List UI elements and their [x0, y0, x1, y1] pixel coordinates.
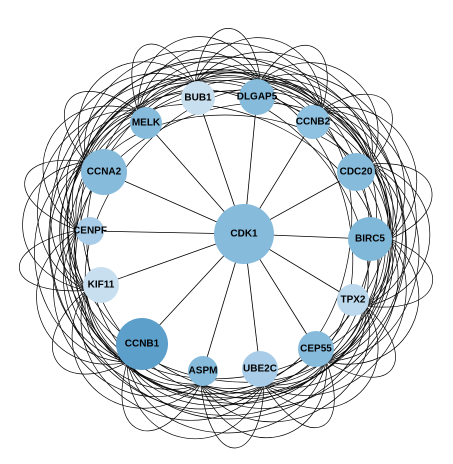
node-aspm[interactable] [188, 356, 218, 386]
edge-ccnb1-melk [48, 110, 138, 363]
edge-cdc20-birc5 [371, 163, 433, 240]
edge-birc5-cep55 [326, 238, 419, 365]
edge-aspm-ccnb1 [121, 362, 202, 432]
edge-aspm-kif11 [71, 290, 201, 409]
edge-kif11-ccna2 [22, 161, 86, 291]
edge-tpx2-ccna2 [85, 104, 380, 307]
edge-cep55-aspm [200, 361, 327, 438]
hub-label-cdk1: CDK1 [230, 229, 258, 240]
edge-ccnb1-kif11 [52, 290, 128, 375]
edge-tpx2-ccnb1 [126, 306, 367, 420]
node-label-ube2c: UBE2C [243, 364, 277, 375]
edge-ube2c-aspm [200, 384, 265, 449]
edge-ccnb2-birc5 [322, 107, 417, 240]
node-birc5[interactable] [348, 217, 392, 261]
node-bub1[interactable] [181, 81, 215, 115]
edge-cenpf-melk [42, 105, 139, 231]
edge-dlgap5-tpx2 [260, 79, 404, 307]
edge-kif11-cenpf [18, 229, 86, 292]
node-label-kif11: KIF11 [88, 280, 115, 291]
edge-cep55-kif11 [84, 290, 327, 416]
edge-ube2c-ccnb1 [126, 362, 265, 439]
node-label-ccna2: CCNA2 [87, 167, 122, 178]
edge-ube2c-cenpf [63, 230, 265, 410]
edge-dlgap5-ccnb2 [260, 45, 328, 110]
node-cep55[interactable] [298, 331, 334, 367]
edge-cep55-ube2c [263, 361, 335, 428]
node-label-bub1: BUB1 [184, 93, 212, 104]
edge-ccnb1-cenpf [36, 229, 128, 365]
edge-cenpf-ccna2 [24, 160, 86, 231]
edge-kif11-melk [37, 110, 138, 291]
edge-cdc20-melk [137, 57, 372, 165]
node-ube2c[interactable] [242, 351, 278, 387]
edge-birc5-ccnb1 [127, 238, 393, 406]
edge-birc5-tpx2 [365, 238, 433, 308]
node-kif11[interactable] [83, 267, 119, 303]
node-ccnb1[interactable] [116, 318, 168, 370]
edge-dlgap5-cep55 [260, 80, 391, 362]
edge-tpx2-melk [137, 81, 386, 307]
nodes-layer: CDK1 BUB1 DLGAP5 CCNB2 CDC20 BIRC5 TPX2 CEP55 U… [73, 79, 392, 387]
edge-ccnb2-cdc20 [321, 93, 393, 165]
edge-ccnb2-ube2c [264, 109, 391, 386]
node-melk[interactable] [130, 107, 162, 139]
edge-bub1-melk [131, 43, 196, 112]
node-cenpf[interactable] [76, 217, 104, 245]
node-label-birc5: BIRC5 [355, 234, 385, 245]
edge-dlgap5-kif11 [60, 68, 261, 291]
node-label-cdc20: CDC20 [340, 167, 373, 178]
edge-bub1-ccna2 [78, 61, 196, 163]
edge-cdc20-ccna2 [85, 72, 372, 165]
node-label-ccnb1: CCNB1 [125, 339, 160, 350]
node-ccnb2[interactable] [296, 105, 330, 139]
node-tpx2[interactable] [337, 284, 369, 316]
edge-birc5-melk [137, 71, 394, 239]
edge-tpx2-ube2c [263, 306, 379, 409]
node-label-melk: MELK [132, 118, 161, 129]
node-cdc20[interactable] [337, 153, 375, 191]
hub-node-cdk1[interactable] [214, 204, 274, 264]
edge-dlgap5-cenpf [65, 61, 261, 231]
node-dlgap5[interactable] [239, 79, 275, 115]
node-label-tpx2: TPX2 [340, 295, 365, 306]
edge-ccnb2-cep55 [322, 109, 406, 362]
node-label-dlgap5: DLGAP5 [237, 92, 278, 103]
node-label-aspm: ASPM [189, 366, 218, 377]
edge-bub1-ccnb2 [194, 37, 323, 110]
edge-aspm-ccna2 [49, 161, 201, 390]
edge-bub1-dlgap5 [194, 28, 261, 84]
edge-cdc20-ube2c [264, 163, 407, 389]
node-ccna2[interactable] [81, 149, 127, 195]
edge-tpx2-cep55 [326, 305, 396, 378]
edge-birc5-aspm [200, 238, 399, 409]
node-label-cenpf: CENPF [73, 226, 107, 237]
edge-cdc20-tpx2 [365, 163, 431, 307]
node-label-ccnb2: CCNB2 [296, 117, 331, 128]
node-label-cep55: CEP55 [300, 344, 332, 355]
edge-ccnb2-ccna2 [85, 56, 323, 162]
edge-ccna2-melk [64, 91, 139, 163]
edge-dlgap5-cdc20 [260, 62, 379, 165]
